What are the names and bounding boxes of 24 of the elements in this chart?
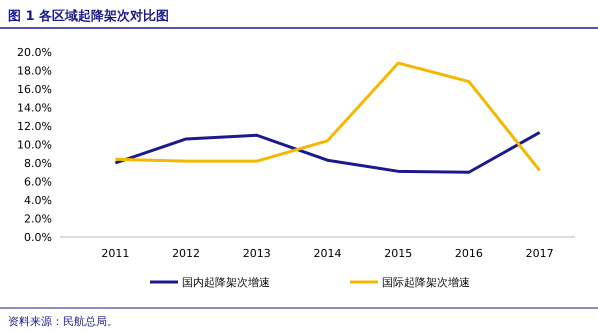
- x-tick-label: 2011: [101, 247, 130, 260]
- line-series: [114, 130, 542, 174]
- x-tick-label: 2013: [242, 247, 271, 260]
- x-tick-label: 2012: [172, 247, 200, 260]
- y-tick-label: 10.0%: [17, 138, 52, 152]
- y-tick-label: 0.0%: [24, 231, 52, 244]
- y-tick-label: 16.0%: [17, 83, 52, 96]
- y-tick-label: 4.0%: [24, 194, 52, 207]
- x-tick-label: 2016: [454, 247, 483, 260]
- line-series: [114, 62, 542, 172]
- chart-title: 图 1 各区域起降架次对比图: [8, 8, 170, 24]
- text: 资料来源：民航总局。: [8, 315, 118, 328]
- y-tick-label: 2.0%: [24, 212, 52, 226]
- y-tick-label: 12.0%: [17, 120, 52, 133]
- legend-label: 国内起降架次增速: [182, 276, 270, 289]
- y-tick-label: 18.0%: [17, 64, 52, 78]
- x-tick-label: 2017: [526, 247, 554, 260]
- x-tick-label: 2014: [314, 247, 342, 260]
- x-tick-label: 2015: [384, 247, 412, 260]
- y-tick-label: 20.0%: [17, 46, 52, 59]
- y-tick-label: 8.0%: [24, 157, 52, 170]
- y-tick-label: 14.0%: [17, 102, 52, 114]
- y-tick-label: 6.0%: [24, 176, 52, 188]
- legend-label: 国际起降架次增速: [382, 276, 470, 289]
